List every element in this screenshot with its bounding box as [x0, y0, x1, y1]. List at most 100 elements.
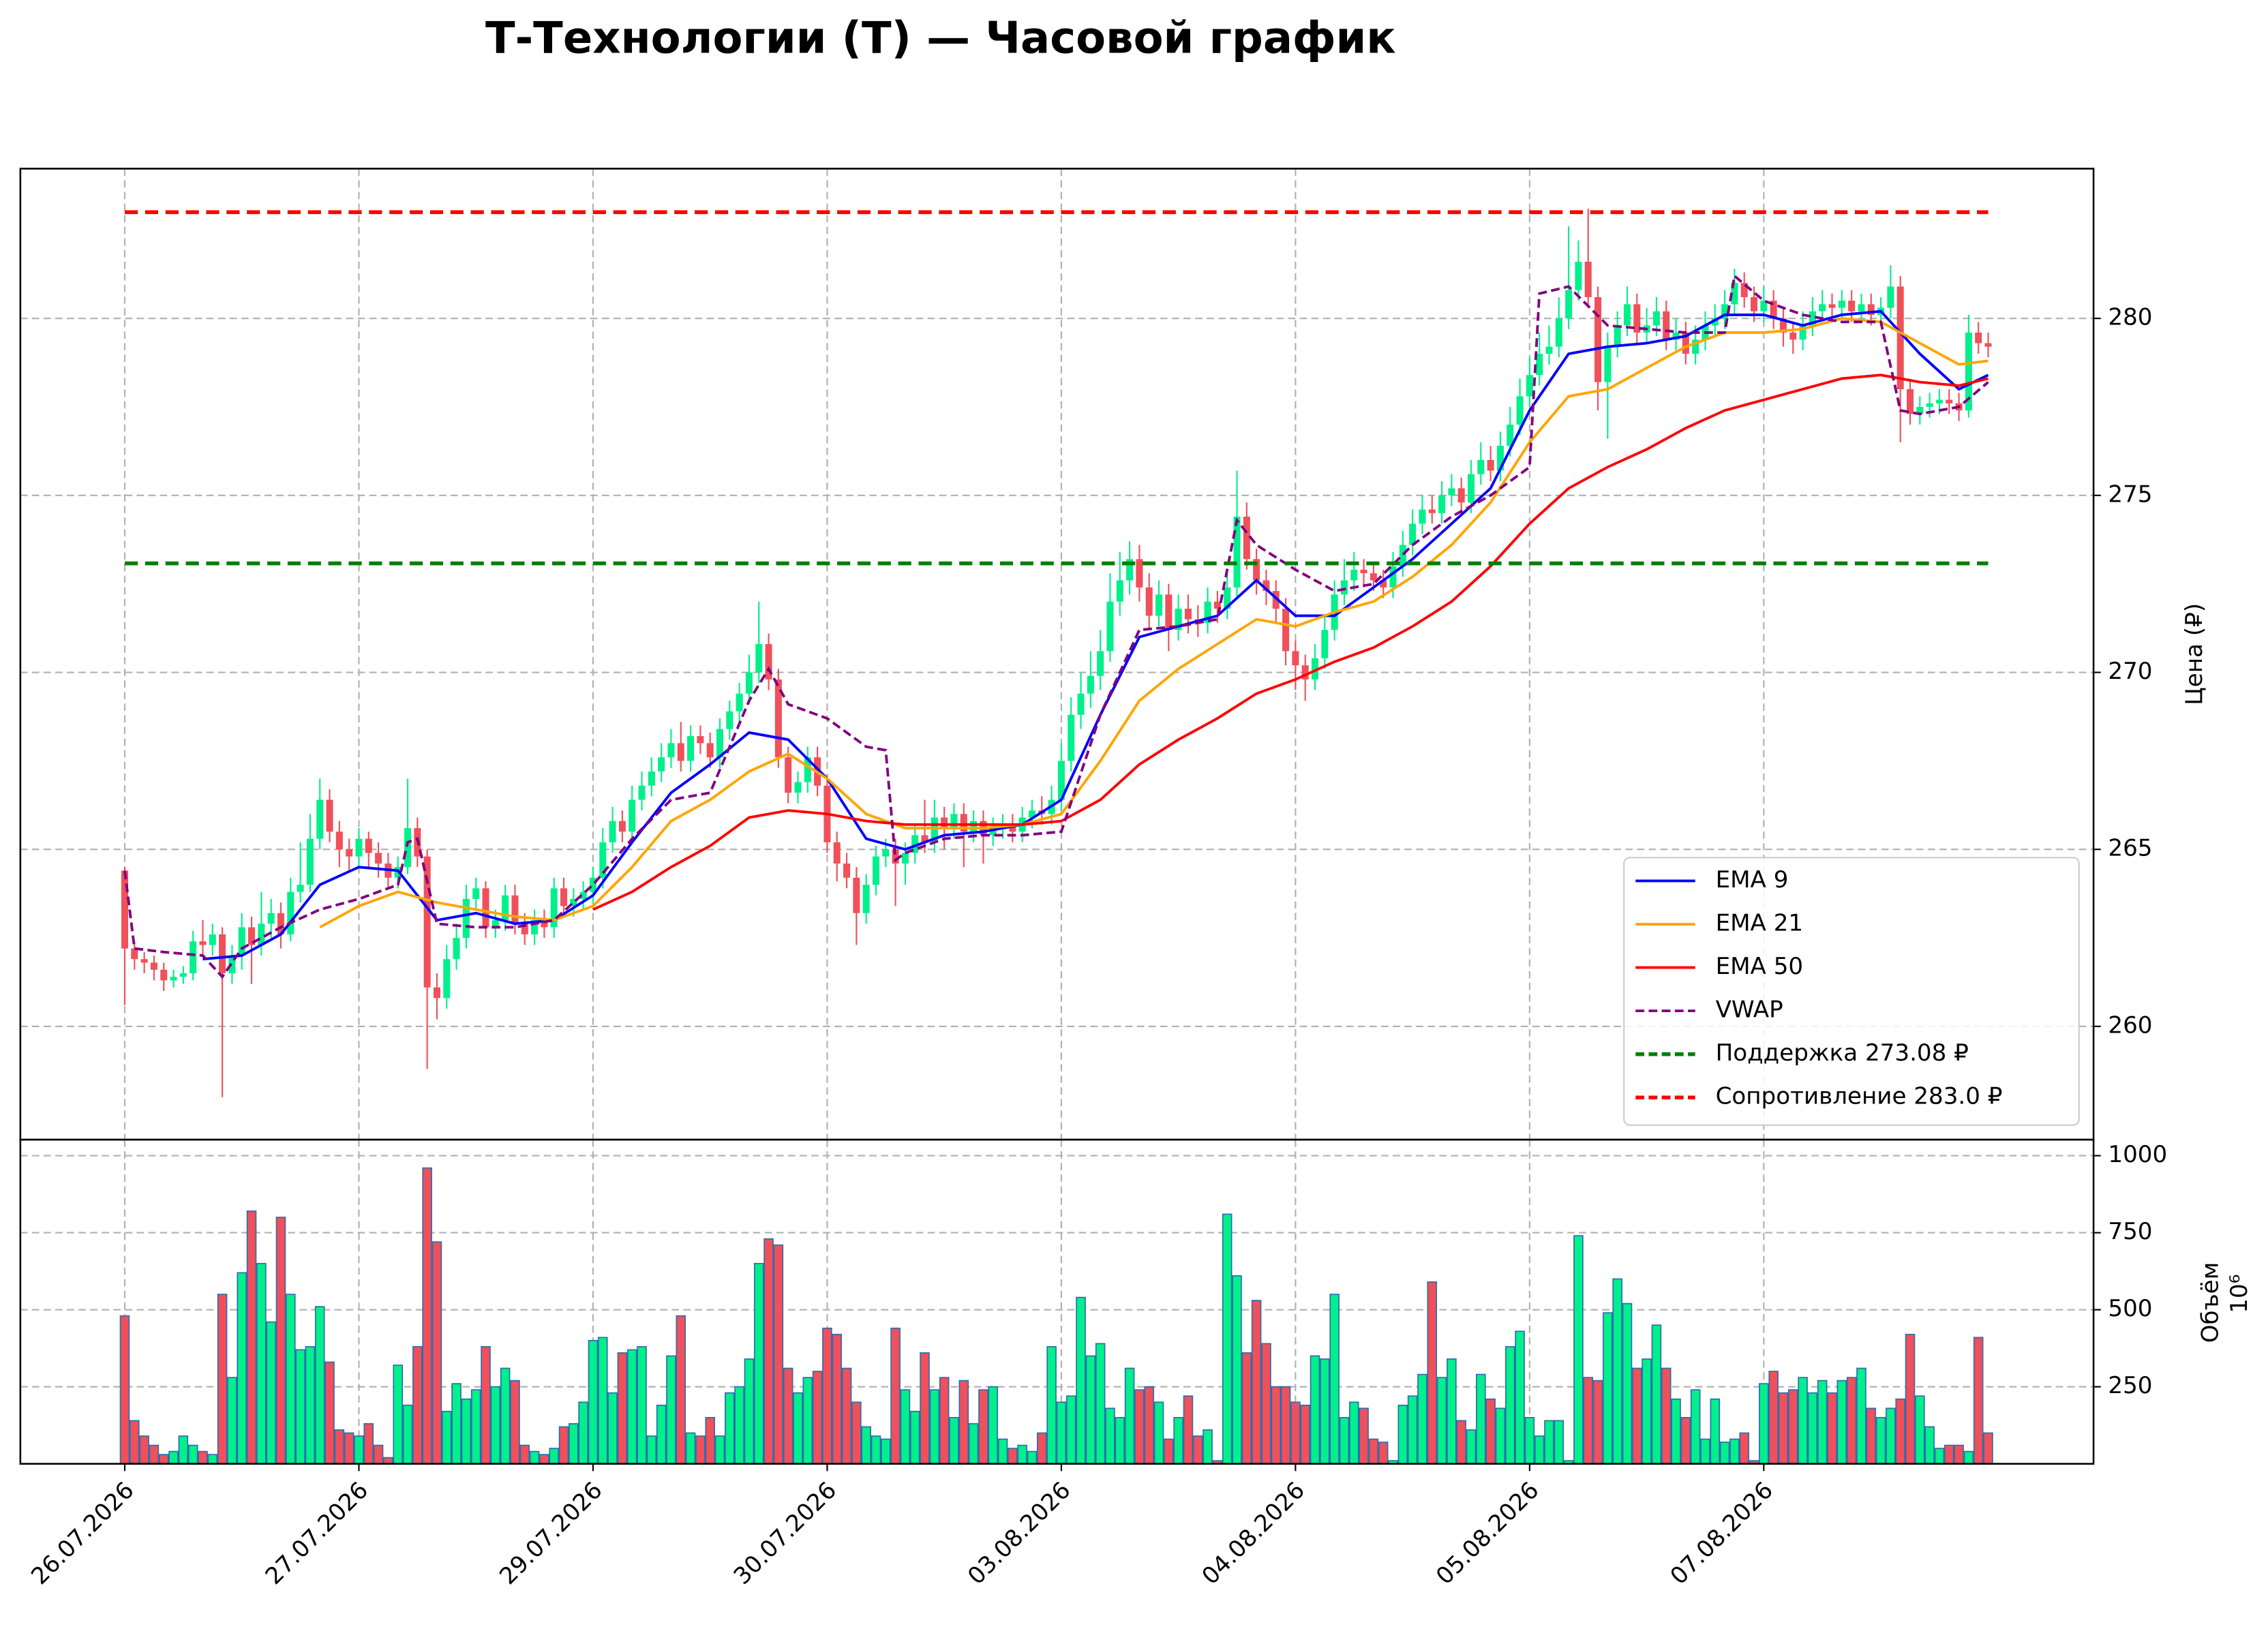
volume-bar — [373, 1444, 384, 1465]
volume-bar — [1963, 1450, 1974, 1465]
indicator-line — [123, 273, 1989, 979]
candle-body — [1760, 301, 1768, 311]
volume-bar — [1164, 1438, 1174, 1465]
volume-tick-label: 1000 — [2108, 1141, 2167, 1168]
volume-bar — [1603, 1312, 1613, 1465]
volume-bar — [461, 1398, 472, 1465]
candle-body — [482, 888, 489, 928]
candle-body — [1633, 304, 1641, 333]
candle-body — [794, 782, 802, 793]
volume-bar — [1241, 1352, 1252, 1465]
volume-bar — [237, 1272, 247, 1465]
candle-body — [1224, 587, 1231, 609]
volume-bar — [470, 1389, 481, 1465]
volume-bar — [1807, 1392, 1818, 1465]
candle-body — [1360, 569, 1367, 574]
volume-bar — [1271, 1386, 1282, 1465]
volume-bar — [1612, 1278, 1622, 1465]
volume-bar — [968, 1423, 979, 1465]
volume-bar — [1251, 1300, 1262, 1465]
volume-bar — [1397, 1404, 1408, 1465]
legend-label: EMA 9 — [1716, 866, 1789, 894]
y-tick-label: 270 — [2108, 658, 2152, 685]
candle-body — [658, 757, 665, 772]
volume-bar — [841, 1367, 852, 1465]
candle-body — [306, 838, 314, 885]
candle-body — [1896, 286, 1904, 390]
candle-body — [1565, 290, 1573, 319]
volume-bar — [1895, 1398, 1906, 1465]
candle-body — [433, 987, 440, 999]
candle-body — [1584, 262, 1592, 297]
volume-bar — [988, 1386, 999, 1465]
volume-bar — [1886, 1407, 1896, 1465]
volume-bar — [783, 1367, 793, 1465]
volume-bar — [549, 1448, 559, 1465]
volume-bar — [1329, 1294, 1340, 1465]
volume-bar — [861, 1426, 871, 1465]
volume-bar — [929, 1389, 940, 1465]
candle-body — [1077, 693, 1085, 715]
candle-body — [882, 849, 890, 857]
volume-bar — [1759, 1383, 1769, 1465]
candle-body — [453, 938, 460, 960]
candle-body — [892, 849, 899, 864]
candle-body — [1419, 509, 1426, 524]
candle-body — [970, 821, 978, 832]
candle-body — [1935, 399, 1943, 403]
indicator-line — [319, 317, 1989, 929]
candle-body — [599, 842, 607, 878]
volume-bar — [334, 1429, 345, 1465]
volume-bar — [1359, 1407, 1369, 1465]
candle-body — [853, 877, 860, 913]
candle-body — [960, 814, 967, 832]
y-tick-label: 265 — [2108, 835, 2152, 862]
candle-body — [1604, 346, 1612, 382]
volume-bar — [1153, 1401, 1164, 1465]
volume-bar — [1008, 1448, 1018, 1465]
volume-bar — [607, 1392, 618, 1465]
candle-body — [1751, 296, 1758, 311]
candle-body — [765, 643, 772, 680]
volume-bar — [1027, 1450, 1038, 1465]
candle-body — [199, 941, 207, 945]
candle-body — [1887, 286, 1894, 308]
volume-bar — [900, 1389, 911, 1465]
candle-body — [297, 885, 304, 892]
volume-bar — [1661, 1367, 1672, 1465]
candle-body — [1340, 580, 1348, 595]
volume-bar — [158, 1454, 169, 1465]
y-axis-label: Цена (₽) — [2181, 603, 2208, 705]
y-tick-label: 275 — [2108, 481, 2152, 508]
candle-body — [1243, 516, 1250, 560]
candle-body — [1136, 559, 1143, 588]
legend-label: VWAP — [1716, 996, 1783, 1024]
volume-bar — [519, 1444, 530, 1465]
x-tick-label: 05.08.2026 — [1431, 1477, 1544, 1590]
volume-bar — [1934, 1448, 1945, 1465]
candle-body — [941, 817, 948, 829]
x-tick-label: 26.07.2026 — [26, 1477, 139, 1590]
volume-bar — [822, 1327, 832, 1465]
volume-bar — [490, 1386, 501, 1465]
candle-body — [579, 891, 587, 899]
candle-body — [1301, 665, 1309, 680]
volume-bar — [1554, 1420, 1564, 1465]
candle-body — [1740, 283, 1748, 297]
volume-bar — [802, 1377, 813, 1465]
candle-body — [541, 920, 548, 928]
volume-bar — [1583, 1377, 1594, 1465]
volume-bar — [1778, 1392, 1789, 1465]
volume-bar — [1436, 1377, 1447, 1465]
candle-body — [736, 693, 743, 712]
candle-body — [1097, 651, 1104, 676]
volume-bar — [1290, 1401, 1301, 1465]
volume-bar — [432, 1241, 442, 1465]
volume-bar — [178, 1435, 189, 1465]
candle-body — [1838, 301, 1845, 308]
candle-body — [804, 757, 811, 782]
candle-body — [472, 888, 480, 899]
x-tick-label: 04.08.2026 — [1197, 1477, 1310, 1590]
candle-body — [1779, 318, 1787, 333]
